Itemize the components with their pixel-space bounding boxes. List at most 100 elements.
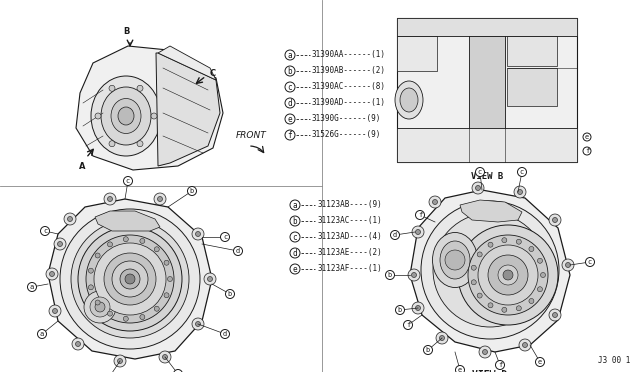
Ellipse shape xyxy=(118,107,134,125)
Ellipse shape xyxy=(440,241,470,279)
Circle shape xyxy=(151,113,157,119)
Ellipse shape xyxy=(71,220,189,338)
Circle shape xyxy=(488,242,493,247)
Circle shape xyxy=(478,245,538,305)
Text: e: e xyxy=(585,134,589,140)
Circle shape xyxy=(104,253,156,305)
Circle shape xyxy=(124,237,128,242)
Circle shape xyxy=(412,226,424,238)
Text: b: b xyxy=(388,272,392,278)
Circle shape xyxy=(207,276,212,282)
Circle shape xyxy=(64,213,76,225)
Circle shape xyxy=(583,133,591,141)
Circle shape xyxy=(164,260,169,265)
Circle shape xyxy=(49,272,54,276)
Ellipse shape xyxy=(101,87,151,145)
Circle shape xyxy=(154,247,159,252)
Circle shape xyxy=(84,291,116,323)
Circle shape xyxy=(192,318,204,330)
Circle shape xyxy=(140,238,145,243)
Polygon shape xyxy=(76,46,223,170)
Circle shape xyxy=(502,307,507,312)
Circle shape xyxy=(290,248,300,258)
Circle shape xyxy=(488,303,493,308)
Polygon shape xyxy=(48,199,212,359)
Circle shape xyxy=(415,230,420,234)
Bar xyxy=(469,36,505,146)
Circle shape xyxy=(78,227,182,331)
Text: 31123AC----(1): 31123AC----(1) xyxy=(317,217,381,225)
Bar xyxy=(507,68,557,106)
Circle shape xyxy=(221,330,230,339)
Circle shape xyxy=(477,252,482,257)
Text: A: A xyxy=(79,162,85,171)
Text: c: c xyxy=(288,83,292,92)
Circle shape xyxy=(529,247,534,251)
Text: a: a xyxy=(288,51,292,60)
Circle shape xyxy=(192,228,204,240)
Circle shape xyxy=(502,238,507,243)
Circle shape xyxy=(471,280,476,285)
Circle shape xyxy=(285,114,295,124)
Circle shape xyxy=(154,306,159,311)
Circle shape xyxy=(424,346,433,355)
Text: d: d xyxy=(292,248,298,257)
Circle shape xyxy=(67,217,72,221)
Circle shape xyxy=(385,270,394,279)
Text: 31390AB------(2): 31390AB------(2) xyxy=(312,67,386,76)
Text: b: b xyxy=(398,307,402,313)
Circle shape xyxy=(137,85,143,91)
Circle shape xyxy=(566,263,570,267)
Circle shape xyxy=(429,196,441,208)
Circle shape xyxy=(562,259,574,271)
Circle shape xyxy=(88,285,93,290)
Ellipse shape xyxy=(433,232,477,288)
Text: 31123AE----(2): 31123AE----(2) xyxy=(317,248,381,257)
Text: VIEW B: VIEW B xyxy=(471,172,503,181)
Circle shape xyxy=(529,298,534,304)
Text: 31390AC------(8): 31390AC------(8) xyxy=(312,83,386,92)
Text: b: b xyxy=(228,291,232,297)
Circle shape xyxy=(173,369,182,372)
Circle shape xyxy=(285,130,295,140)
Circle shape xyxy=(583,147,591,155)
Ellipse shape xyxy=(91,76,161,156)
Text: B: B xyxy=(123,27,129,36)
Circle shape xyxy=(538,258,543,263)
Text: f: f xyxy=(418,212,422,218)
Circle shape xyxy=(163,355,168,359)
Circle shape xyxy=(114,355,126,367)
Circle shape xyxy=(436,332,448,344)
Circle shape xyxy=(72,338,84,350)
Circle shape xyxy=(396,305,404,314)
Circle shape xyxy=(154,193,166,205)
Circle shape xyxy=(52,308,58,314)
Circle shape xyxy=(195,321,200,327)
Circle shape xyxy=(516,239,522,244)
Circle shape xyxy=(476,167,484,176)
Ellipse shape xyxy=(60,209,200,349)
Circle shape xyxy=(86,235,174,323)
Bar xyxy=(397,18,577,162)
Polygon shape xyxy=(460,200,522,222)
Circle shape xyxy=(137,141,143,147)
Circle shape xyxy=(552,312,557,317)
Circle shape xyxy=(536,357,545,366)
Circle shape xyxy=(477,293,482,298)
Text: b: b xyxy=(292,217,298,225)
Text: VIEW D: VIEW D xyxy=(472,370,508,372)
Circle shape xyxy=(140,315,145,320)
Polygon shape xyxy=(410,190,570,352)
Circle shape xyxy=(108,242,113,247)
Polygon shape xyxy=(95,211,160,231)
Circle shape xyxy=(498,265,518,285)
Circle shape xyxy=(488,255,528,295)
Circle shape xyxy=(124,176,132,186)
Bar xyxy=(397,128,577,162)
Circle shape xyxy=(415,211,424,219)
Circle shape xyxy=(58,241,63,247)
Circle shape xyxy=(225,289,234,298)
Text: a: a xyxy=(176,371,180,372)
Circle shape xyxy=(458,225,558,325)
Circle shape xyxy=(109,141,115,147)
